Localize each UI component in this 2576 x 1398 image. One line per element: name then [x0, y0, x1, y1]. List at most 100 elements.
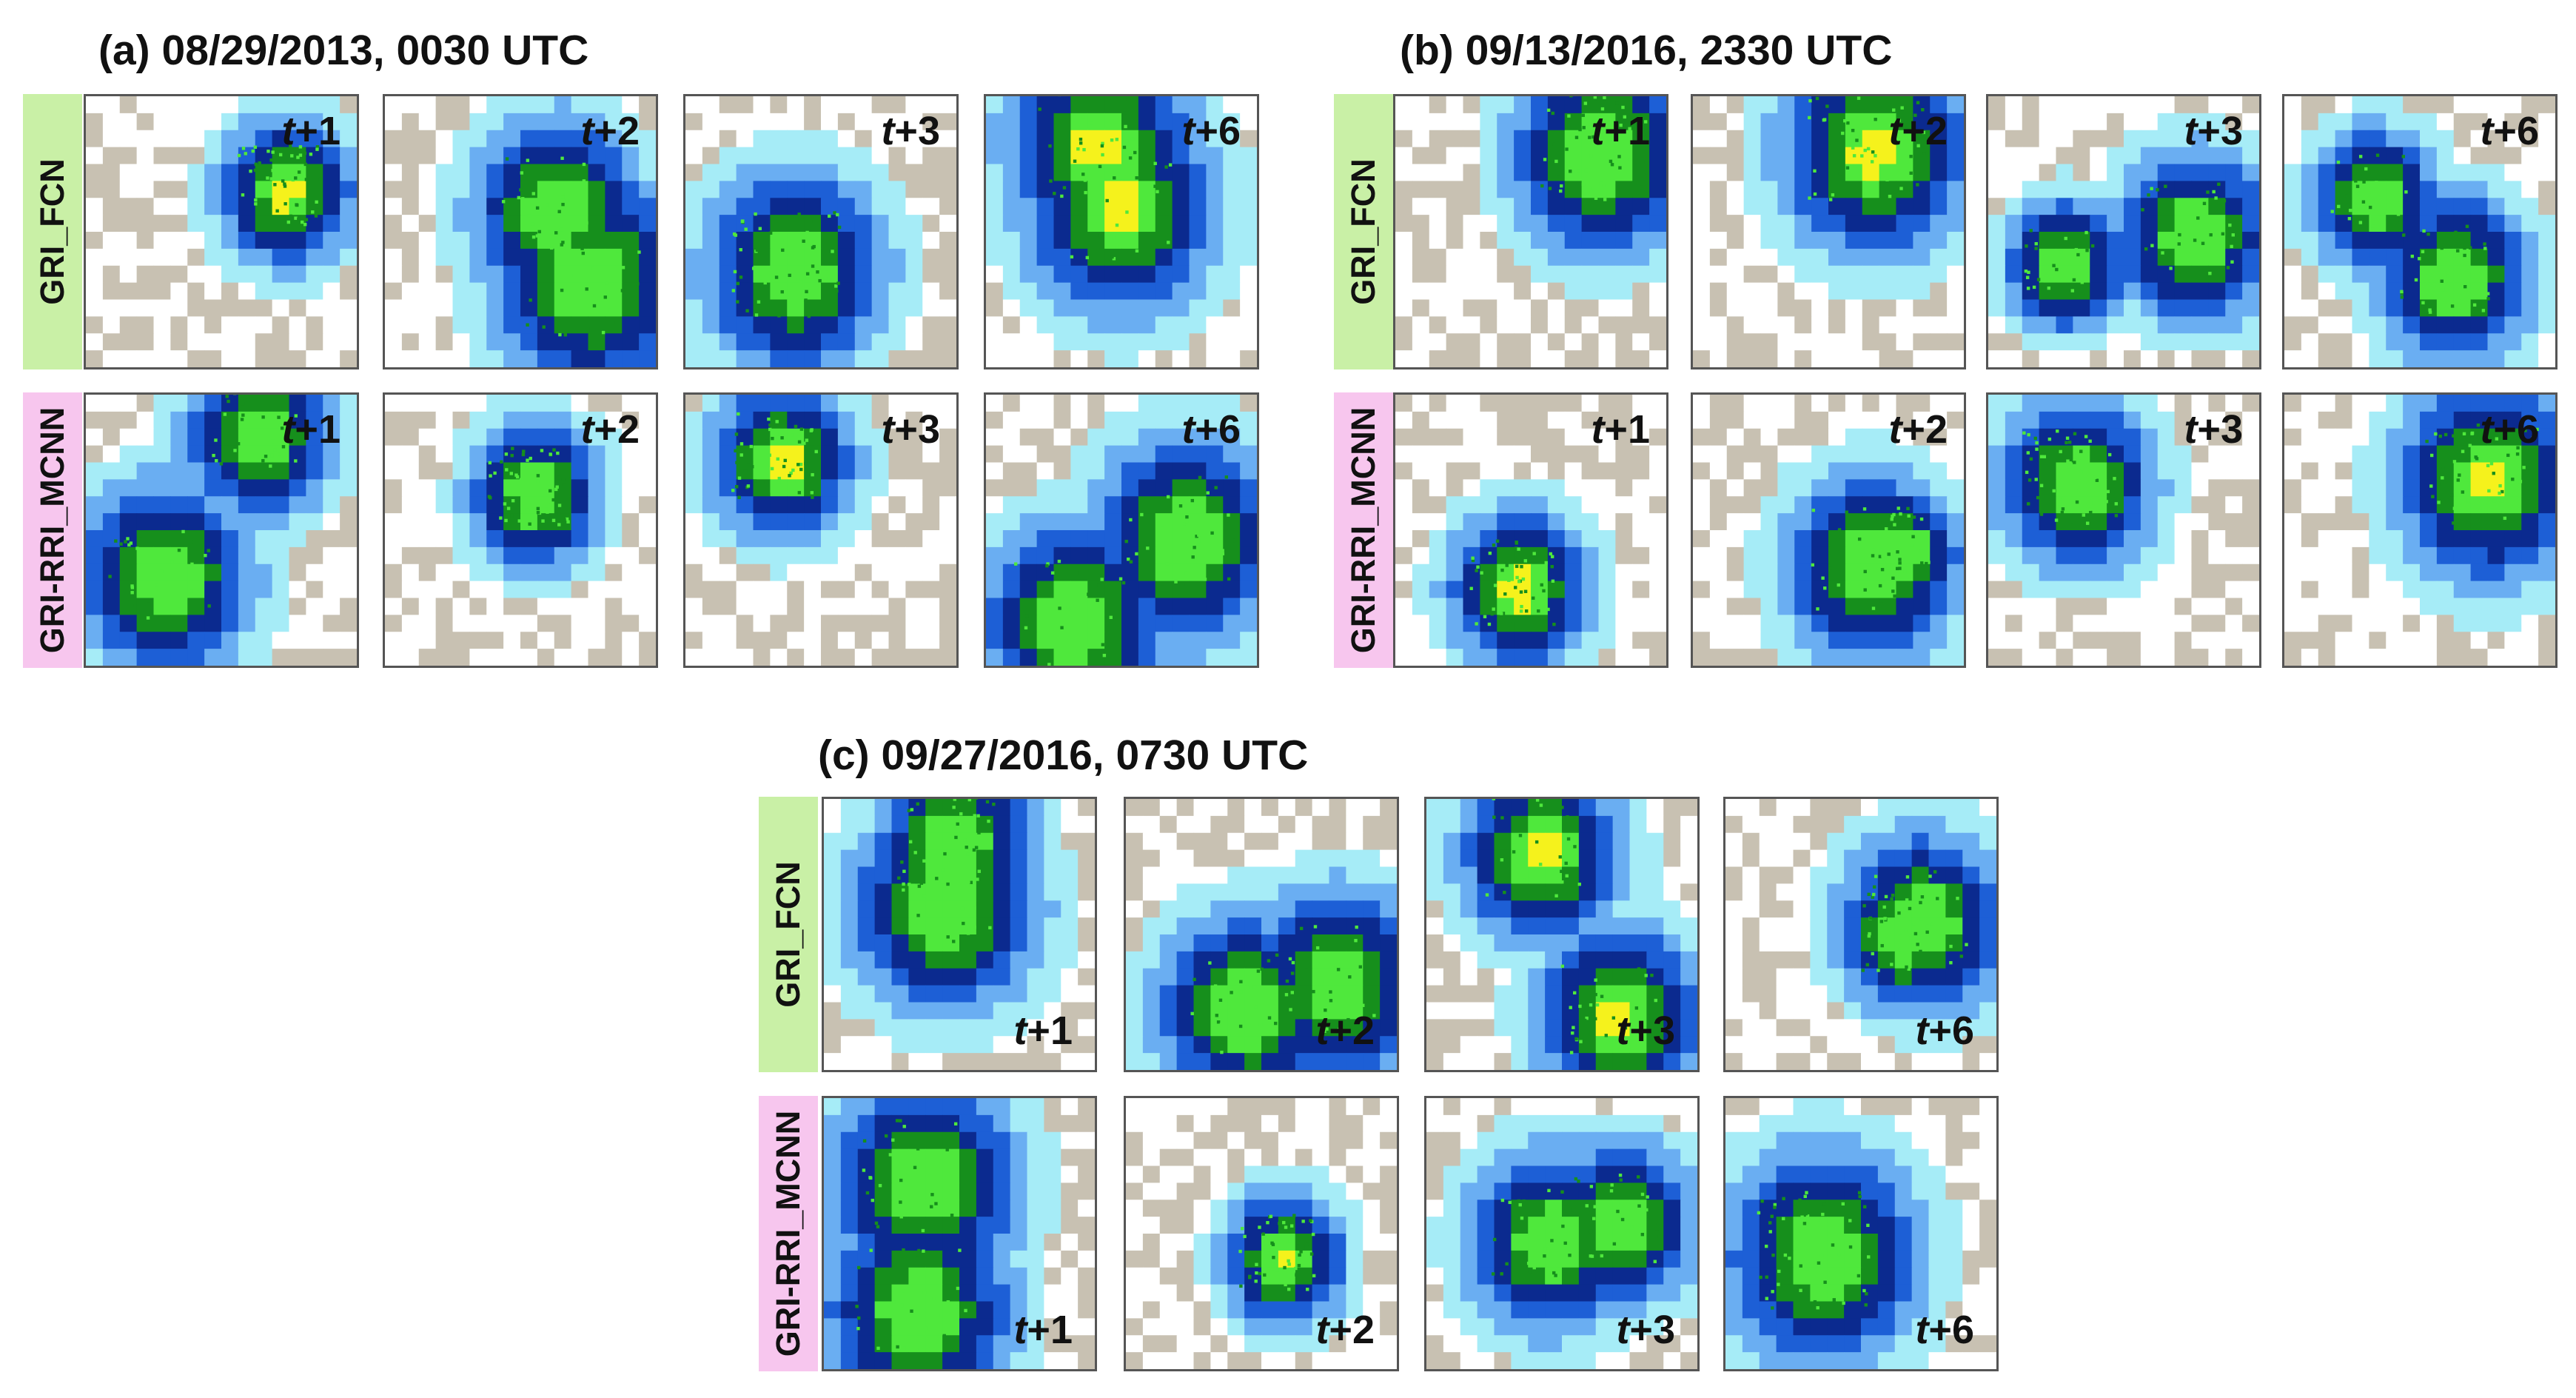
precip-cell [804, 113, 822, 131]
precip-cell [2420, 563, 2438, 582]
precip-cell [1019, 615, 1038, 632]
precip-cell [2420, 496, 2438, 514]
precip-cell [340, 299, 357, 317]
precip-cell [1598, 462, 1616, 480]
precip-cell [2225, 198, 2243, 215]
precip-cell [1811, 113, 1829, 131]
precip-cell [719, 316, 737, 334]
precip-speckle [1921, 107, 1925, 112]
precip-cell [323, 299, 341, 317]
precip-cell [2039, 546, 2057, 565]
precip-speckle [1161, 526, 1165, 530]
model-name: GRI-RRI_MCNN [1344, 407, 1382, 654]
precip-cell [1121, 333, 1139, 351]
precip-speckle [2348, 208, 2352, 213]
precip-cell [1070, 96, 1088, 114]
precip-cell [1155, 615, 1173, 632]
precip-cell [1240, 232, 1257, 250]
precip-cell [571, 181, 589, 198]
precip-cell [2225, 316, 2243, 334]
precip-cell [486, 198, 504, 215]
precip-cell [770, 395, 788, 412]
precip-speckle [799, 427, 804, 431]
precip-cell [2039, 479, 2057, 497]
precip-cell [221, 299, 239, 317]
precip-speckle [1898, 561, 1902, 565]
precip-cell [1053, 147, 1071, 165]
precip-cell [1155, 248, 1173, 267]
precip-cell [1189, 299, 1207, 317]
precip-cell [2005, 632, 2023, 649]
precip-speckle [2050, 276, 2054, 281]
precip-speckle [1135, 249, 1139, 253]
precip-cell [503, 428, 521, 447]
precip-speckle [2481, 309, 2486, 312]
precip-cell [1794, 598, 1812, 615]
precip-speckle [1232, 538, 1236, 543]
precip-cell [1598, 282, 1616, 301]
precip-speckle [737, 476, 742, 480]
precip-cell [837, 282, 856, 301]
precip-cell [1632, 96, 1650, 114]
precip-cell [1930, 462, 1948, 480]
precip-speckle [1166, 495, 1170, 499]
precip-cell [1547, 395, 1566, 412]
precip-speckle [1488, 551, 1492, 555]
precip-cell [119, 649, 138, 666]
precip-cell [272, 411, 290, 429]
precip-cell [1138, 181, 1156, 198]
precip-cell [1777, 333, 1795, 351]
precip-cell [986, 581, 1004, 599]
precip-cell [1811, 615, 1829, 632]
precip-cell [272, 316, 290, 334]
precip-cell [520, 428, 538, 447]
precip-speckle [620, 289, 625, 292]
precip-cell [1930, 164, 1948, 181]
precip-cell [753, 581, 771, 599]
precip-cell [1155, 395, 1173, 412]
precip-cell [1155, 546, 1173, 565]
precip-cell [136, 615, 155, 632]
precip-cell [1514, 181, 1532, 198]
precip-speckle [1096, 247, 1100, 250]
precip-cell [1087, 96, 1105, 114]
precip-cell [2420, 265, 2438, 284]
precip-cell [102, 411, 121, 429]
precip-cell [922, 563, 940, 582]
precip-cell [452, 147, 470, 165]
precip-cell [2284, 546, 2302, 565]
precip-cell [537, 130, 555, 148]
precip-speckle [610, 233, 614, 236]
precip-cell [2090, 649, 2107, 666]
time-variable: t [281, 109, 295, 153]
precip-speckle [788, 474, 791, 478]
precip-cell [435, 333, 454, 351]
precip-speckle [1863, 569, 1867, 574]
precip-cell [939, 581, 956, 599]
precip-cell [520, 130, 538, 148]
precip-cell [2453, 164, 2472, 181]
precip-cell [1412, 496, 1430, 514]
precip-cell [340, 632, 357, 649]
precip-cell [1463, 232, 1480, 250]
precip-cell [1480, 96, 1497, 114]
precip-cell [170, 513, 188, 531]
precip-cell [1913, 130, 1931, 148]
precip-cell [1155, 232, 1173, 250]
precip-cell [986, 265, 1004, 284]
precip-cell [1070, 282, 1088, 301]
precip-cell [1693, 113, 1711, 131]
precip-cell [1480, 395, 1497, 412]
precip-cell [1947, 513, 1964, 531]
precip-cell [702, 411, 720, 429]
precip-cell [1913, 632, 1931, 649]
precip-cell [2352, 530, 2369, 548]
precip-speckle [2093, 475, 2097, 480]
precip-cell [622, 395, 640, 412]
precip-cell [804, 350, 822, 367]
precip-cell [272, 598, 290, 615]
precip-cell [272, 299, 290, 317]
precip-speckle [1838, 171, 1842, 175]
precip-cell [2090, 299, 2107, 317]
precip-cell [1206, 350, 1224, 367]
